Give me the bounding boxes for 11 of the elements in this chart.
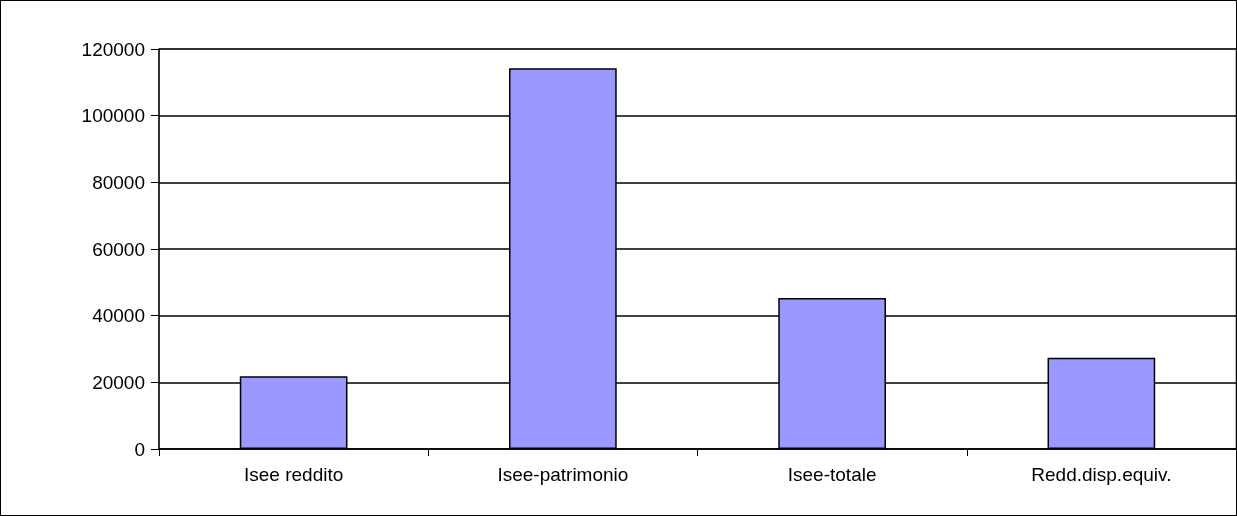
y-tick-label: 60000: [92, 238, 145, 260]
x-tick-label: Isee-patrimonio: [497, 464, 629, 485]
y-tick-label: 40000: [92, 305, 145, 327]
x-tick-label: Redd.disp.equiv.: [1031, 464, 1172, 485]
y-tick-label: 20000: [92, 371, 145, 393]
y-tick-label: 0: [134, 438, 145, 460]
x-tick-label: Isee-totale: [787, 464, 877, 485]
y-tick-label: 100000: [81, 105, 145, 127]
x-tick-label: Isee reddito: [243, 464, 344, 485]
y-tick-label: 80000: [92, 171, 145, 193]
y-tick-label: 120000: [81, 38, 145, 60]
